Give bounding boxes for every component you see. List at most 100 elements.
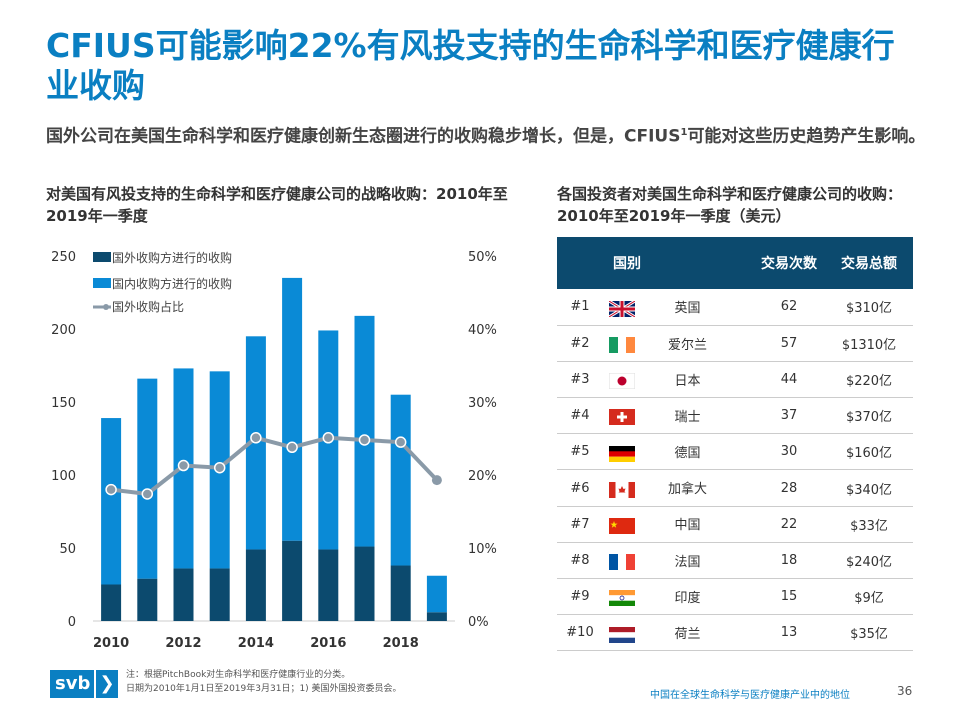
count-cell: 57 bbox=[753, 325, 825, 362]
x-tick-label: 2012 bbox=[165, 636, 201, 651]
bar-domestic bbox=[354, 315, 375, 547]
line-point bbox=[250, 432, 262, 444]
column-header: 国别 bbox=[603, 237, 753, 289]
bar-foreign bbox=[137, 578, 158, 621]
rank-cell: #6 bbox=[557, 469, 603, 507]
y-tick-label: 0 bbox=[68, 615, 76, 630]
total-cell: $240亿 bbox=[825, 542, 913, 580]
country-cell: 爱尔兰 bbox=[603, 325, 753, 362]
bar-foreign bbox=[245, 549, 266, 621]
footnote: 注：根据PitchBook对生命科学和医疗健康行业的分类。 日期为2010年1月1… bbox=[126, 670, 402, 694]
y2-tick-label: 10% bbox=[468, 542, 497, 557]
country-name: 荷兰 bbox=[674, 627, 701, 643]
total-cell: $33亿 bbox=[825, 506, 913, 543]
bar-foreign bbox=[426, 612, 447, 621]
table-row: #4 瑞士 37 $370亿 bbox=[557, 397, 913, 435]
legend-label: 国内收购方进行的收购 bbox=[112, 276, 232, 291]
country-name: 中国 bbox=[674, 518, 701, 534]
column-header: 交易总额 bbox=[825, 237, 913, 289]
ireland-flag-icon bbox=[609, 337, 635, 354]
y-tick-label: 150 bbox=[51, 396, 76, 411]
column-header bbox=[557, 237, 603, 289]
legend-swatch-foreign bbox=[93, 252, 111, 262]
japan-flag-icon bbox=[609, 373, 635, 390]
legend-label: 国外收购占比 bbox=[112, 299, 184, 314]
bar-foreign bbox=[209, 568, 230, 621]
rank-cell: #8 bbox=[557, 542, 603, 580]
table-row: #7 中国 22 $33亿 bbox=[557, 506, 913, 543]
svb-logo: svb ❯ bbox=[50, 670, 118, 698]
bar-domestic bbox=[282, 277, 303, 541]
rank-cell: #9 bbox=[557, 578, 603, 616]
country-table: 国别 交易次数 交易总额 #1 英国 62 $310亿 #2 爱尔兰 57 $1310… bbox=[557, 237, 913, 652]
x-tick-label: 2018 bbox=[383, 636, 419, 651]
rank-cell: #7 bbox=[557, 506, 603, 543]
canada-flag-icon bbox=[609, 481, 635, 498]
acquisition-chart: 0 50 100 150 200 250 0% 10% 20% 30% 40% 50% 2010 2012… bbox=[51, 250, 497, 651]
y2-tick-label: 20% bbox=[468, 469, 497, 484]
y-tick-label: 50 bbox=[59, 542, 76, 557]
table-row: #3 日本 44 $220亿 bbox=[557, 361, 913, 399]
legend-swatch-point bbox=[103, 304, 109, 310]
legend-swatch-domestic bbox=[93, 278, 111, 288]
y-tick-label: 100 bbox=[51, 469, 76, 484]
bar-foreign bbox=[390, 565, 411, 621]
rank-cell: #4 bbox=[557, 397, 603, 435]
page-subtitle: 国外公司在美国生命科学和医疗健康创新生态圈进行的收购稳步增长，但是，CFIUS1… bbox=[46, 126, 926, 147]
bar-foreign bbox=[318, 549, 339, 621]
x-tick-label: 2014 bbox=[238, 636, 274, 651]
line-point bbox=[358, 434, 371, 446]
total-cell: $9亿 bbox=[825, 578, 913, 616]
y-tick-label: 200 bbox=[51, 323, 76, 338]
country-cell: 法国 bbox=[603, 542, 753, 580]
rank-cell: #5 bbox=[557, 433, 603, 471]
line-point bbox=[431, 475, 442, 486]
china-flag-icon bbox=[609, 517, 635, 534]
country-name: 加拿大 bbox=[667, 482, 707, 498]
switzerland-flag-icon bbox=[609, 409, 635, 426]
table-row: #6 加拿大 28 $340亿 bbox=[557, 469, 913, 507]
country-name: 瑞士 bbox=[674, 409, 701, 425]
country-cell: 瑞士 bbox=[603, 397, 753, 435]
country-name: 德国 bbox=[674, 446, 701, 462]
total-cell: $35亿 bbox=[825, 614, 913, 652]
country-cell: 日本 bbox=[603, 361, 753, 399]
country-cell: 荷兰 bbox=[603, 614, 753, 652]
y2-tick-label: 30% bbox=[468, 396, 497, 411]
country-cell: 印度 bbox=[603, 578, 753, 616]
table-row: #1 英国 62 $310亿 bbox=[557, 289, 913, 326]
total-cell: $310亿 bbox=[825, 289, 913, 326]
rank-cell: #10 bbox=[557, 614, 603, 652]
uk-flag-icon bbox=[609, 300, 635, 317]
line-point bbox=[322, 432, 335, 444]
count-cell: 37 bbox=[753, 397, 825, 435]
line-foreign-share bbox=[110, 435, 439, 497]
y2-tick-label: 40% bbox=[468, 323, 497, 338]
bar-foreign bbox=[101, 584, 122, 621]
bar-domestic bbox=[426, 575, 447, 613]
total-cell: $1310亿 bbox=[825, 325, 913, 362]
count-cell: 30 bbox=[753, 433, 825, 471]
bar-foreign bbox=[354, 546, 375, 621]
section-label: 中国在全球生命科学与医疗健康产业中的地位 bbox=[650, 690, 850, 701]
column-header: 交易次数 bbox=[753, 237, 825, 289]
country-name: 日本 bbox=[674, 373, 701, 389]
line-point bbox=[286, 441, 298, 454]
count-cell: 44 bbox=[753, 361, 825, 399]
x-tick-label: 2016 bbox=[310, 636, 346, 651]
total-cell: $370亿 bbox=[825, 397, 913, 435]
bar-domestic bbox=[390, 394, 411, 566]
count-cell: 18 bbox=[753, 542, 825, 580]
rank-cell: #1 bbox=[557, 289, 603, 326]
y-tick-label: 250 bbox=[51, 250, 76, 265]
table-row: #10 荷兰 13 $35亿 bbox=[557, 614, 913, 652]
netherlands-flag-icon bbox=[609, 626, 635, 643]
x-tick-label: 2010 bbox=[93, 636, 129, 651]
line-point bbox=[141, 488, 154, 500]
page-title: CFIUS可能影响22%有风投支持的生命科学和医疗健康行业收购 bbox=[46, 26, 895, 105]
country-name: 法国 bbox=[674, 554, 701, 570]
line-point bbox=[177, 459, 190, 472]
rank-cell: #2 bbox=[557, 325, 603, 362]
total-cell: $160亿 bbox=[825, 433, 913, 471]
y2-tick-label: 50% bbox=[468, 250, 497, 265]
